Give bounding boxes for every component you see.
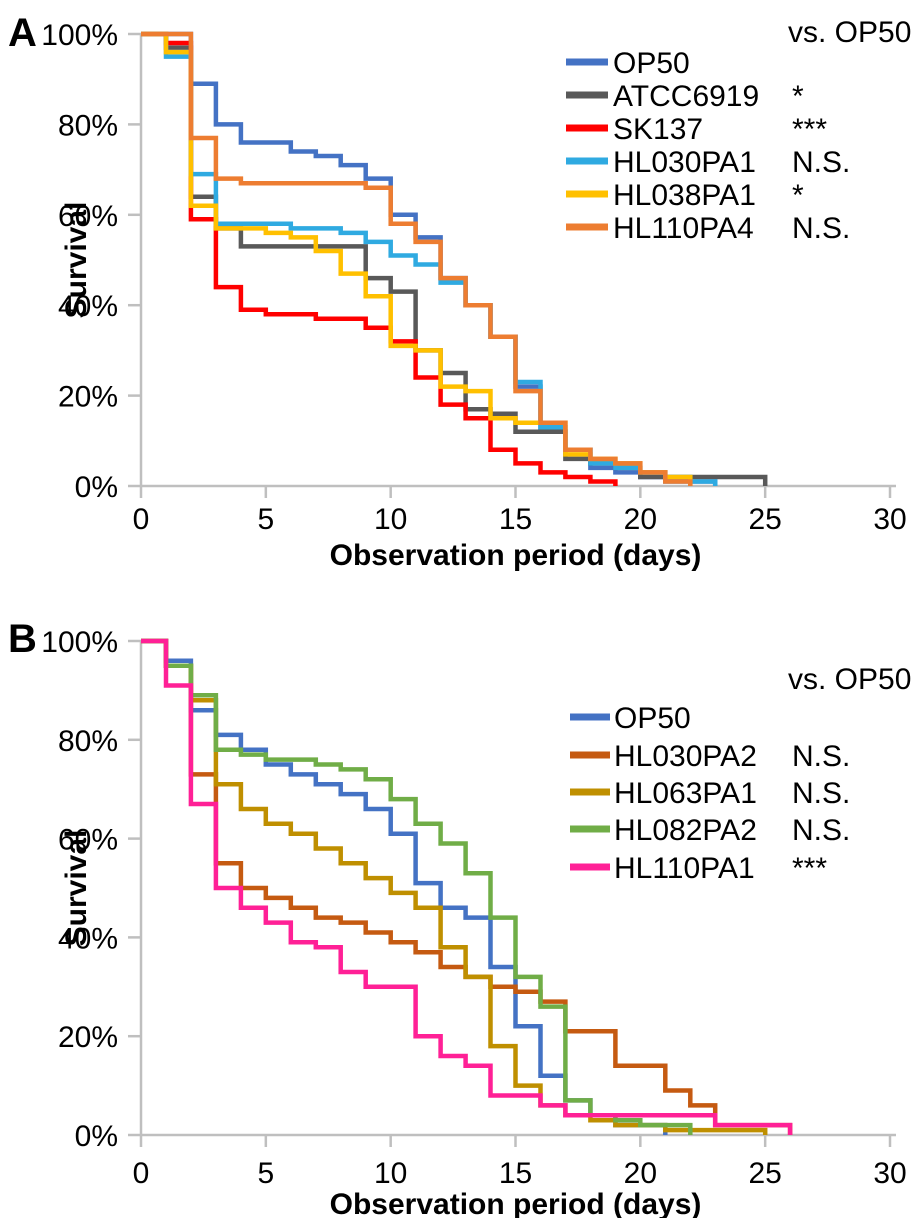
legend-label-ATCC6919-panel-a: ATCC6919 <box>613 80 759 113</box>
significance-SK137-panel-a: *** <box>792 113 827 146</box>
y-axis-title-panel-a: Survival <box>60 202 93 319</box>
legend-label-HL030PA1-panel-a: HL030PA1 <box>613 146 756 179</box>
y-tick-label-panel-a: 40% <box>58 290 118 323</box>
significance-ATCC6919-panel-a: * <box>792 80 804 113</box>
legend-vs-op50-panel-a: vs. OP50 <box>788 16 911 49</box>
x-tick-label-panel-b: 15 <box>499 1157 532 1190</box>
y-tick-label-panel-b: 20% <box>58 1021 118 1054</box>
x-axis-title-panel-a: Observation period (days) <box>330 539 702 572</box>
x-axis-title-panel-b: Observation period (days) <box>330 1188 702 1218</box>
y-tick-label-panel-a: 60% <box>58 200 118 233</box>
y-axis-title-panel-b: Survival <box>60 830 93 947</box>
legend-label-OP50-panel-a: OP50 <box>613 47 690 80</box>
significance-HL030PA1-panel-a: N.S. <box>792 146 850 179</box>
survival-curve-HL063PA1-panel-b <box>141 638 768 1135</box>
y-tick-label-panel-b: 40% <box>58 922 118 955</box>
x-tick-label-panel-a: 5 <box>257 503 274 536</box>
y-tick-label-panel-a: 80% <box>58 109 118 142</box>
x-tick-label-panel-a: 30 <box>873 503 906 536</box>
legend-label-HL038PA1-panel-a: HL038PA1 <box>613 179 756 212</box>
panel-label-b: B <box>8 617 37 661</box>
x-tick-label-panel-a: 20 <box>624 503 657 536</box>
significance-HL110PA4-panel-a: N.S. <box>792 212 850 245</box>
x-tick-label-panel-a: 10 <box>374 503 407 536</box>
significance-HL030PA2-panel-b: N.S. <box>792 740 850 773</box>
significance-HL082PA2-panel-b: N.S. <box>792 814 850 847</box>
x-tick-label-panel-b: 10 <box>374 1157 407 1190</box>
legend-label-HL082PA2-panel-b: HL082PA2 <box>614 814 757 847</box>
legend-vs-op50-panel-b: vs. OP50 <box>788 663 911 696</box>
survival-curve-HL030PA1-panel-a <box>141 31 718 486</box>
x-tick-label-panel-b: 30 <box>873 1157 906 1190</box>
significance-HL110PA1-panel-b: *** <box>792 852 827 885</box>
legend-label-HL110PA1-panel-b: HL110PA1 <box>614 852 755 885</box>
x-tick-label-panel-b: 5 <box>257 1157 274 1190</box>
x-tick-label-panel-b: 0 <box>133 1157 150 1190</box>
legend-label-HL110PA4-panel-a: HL110PA4 <box>613 212 754 245</box>
x-tick-label-panel-b: 20 <box>624 1157 657 1190</box>
y-tick-label-panel-b: 80% <box>58 725 118 758</box>
y-tick-label-panel-b: 100% <box>41 626 118 659</box>
x-tick-label-panel-b: 25 <box>748 1157 781 1190</box>
legend-label-OP50-panel-b: OP50 <box>614 702 691 735</box>
y-tick-label-panel-a: 100% <box>41 19 118 52</box>
x-tick-label-panel-a: 25 <box>748 503 781 536</box>
x-tick-label-panel-a: 0 <box>133 503 150 536</box>
legend-label-HL030PA2-panel-b: HL030PA2 <box>614 740 757 773</box>
y-tick-label-panel-b: 0% <box>75 1120 118 1153</box>
y-tick-label-panel-a: 0% <box>75 471 118 504</box>
survival-curve-HL110PA1-panel-b <box>141 638 793 1135</box>
y-tick-label-panel-b: 60% <box>58 824 118 857</box>
panel-label-a: A <box>8 11 37 55</box>
survival-curve-HL110PA4-panel-a <box>141 31 693 486</box>
y-tick-label-panel-a: 20% <box>58 381 118 414</box>
significance-HL038PA1-panel-a: * <box>792 179 804 212</box>
significance-HL063PA1-panel-b: N.S. <box>792 777 850 810</box>
legend-label-SK137-panel-a: SK137 <box>613 113 703 146</box>
x-tick-label-panel-a: 15 <box>499 503 532 536</box>
survival-curve-SK137-panel-a <box>141 31 618 486</box>
legend-label-HL063PA1-panel-b: HL063PA1 <box>614 777 757 810</box>
